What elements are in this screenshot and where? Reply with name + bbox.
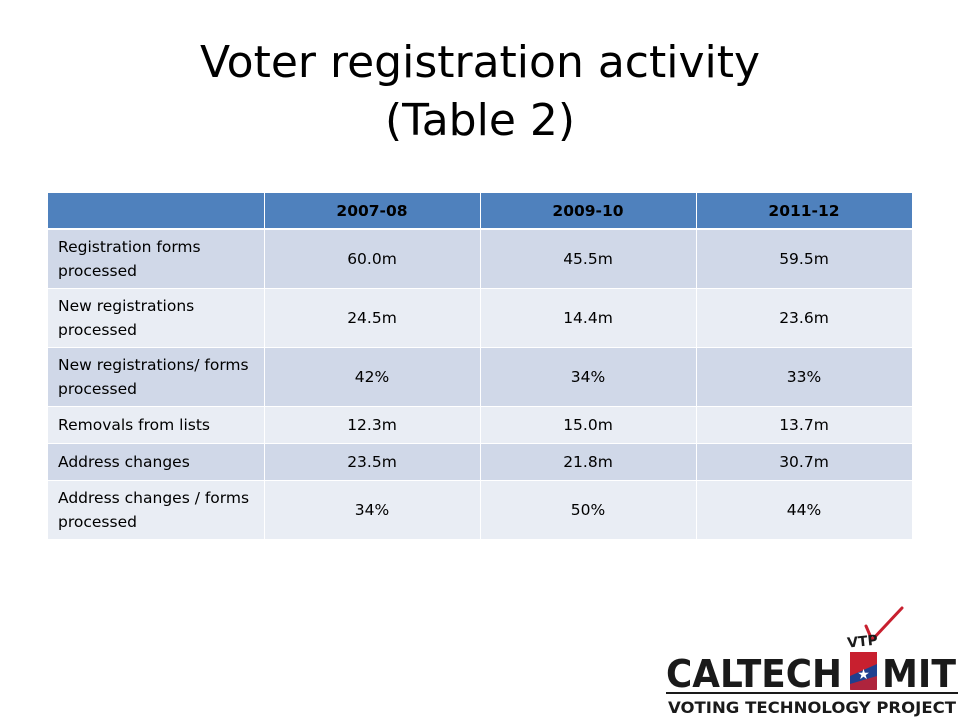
table-cell: 14.4m <box>480 288 697 348</box>
table-cell: 15.0m <box>480 406 697 444</box>
table-cell: 23.6m <box>696 288 913 348</box>
table-row: New registrations/ forms processed 42% 3… <box>48 347 913 407</box>
table-row: Address changes 23.5m 21.8m 30.7m <box>48 443 913 481</box>
table-cell: 21.8m <box>480 443 697 481</box>
slide-title-line-2: (Table 2) <box>384 95 576 146</box>
table-header-row: 2007-08 2009-10 2011-12 <box>48 193 913 230</box>
table-cell: 34% <box>264 480 481 540</box>
checkmark-icon <box>864 606 904 642</box>
row-label: Registration forms processed <box>48 229 265 289</box>
table-cell: 60.0m <box>264 229 481 289</box>
table-cell: 50% <box>480 480 697 540</box>
row-label: Address changes / forms processed <box>48 480 265 540</box>
table-cell: 23.5m <box>264 443 481 481</box>
slide-title: Voter registration activity (Table 2) <box>80 34 880 150</box>
svg-text:★: ★ <box>857 667 870 683</box>
table-cell: 59.5m <box>696 229 913 289</box>
logo-subtitle-text: VOTING TECHNOLOGY PROJECT <box>668 698 956 717</box>
table-cell: 42% <box>264 347 481 407</box>
table-cell: 45.5m <box>480 229 697 289</box>
table-row: Removals from lists 12.3m 15.0m 13.7m <box>48 406 913 444</box>
table-cell: 13.7m <box>696 406 913 444</box>
table-cell: 24.5m <box>264 288 481 348</box>
table-cell: 34% <box>480 347 697 407</box>
table-cell: 44% <box>696 480 913 540</box>
logo-badge-text: VTP <box>847 632 879 651</box>
header-cell-empty <box>48 193 265 230</box>
table-cell: 33% <box>696 347 913 407</box>
row-label: Removals from lists <box>48 406 265 444</box>
caltech-mit-vtp-logo: VTP CALTECH ★ MIT VOTING TECHNOLOGY PROJ… <box>666 606 960 720</box>
slide-title-line-1: Voter registration activity <box>199 37 761 88</box>
logo-mit-text: MIT <box>882 652 956 696</box>
row-label: New registrations processed <box>48 288 265 348</box>
registration-table: 2007-08 2009-10 2011-12 Registration for… <box>48 193 913 540</box>
row-label: New registrations/ forms processed <box>48 347 265 407</box>
flag-badge-icon: ★ <box>850 652 877 690</box>
header-cell-2009-10: 2009-10 <box>480 193 697 230</box>
logo-caltech-text: CALTECH <box>666 652 842 696</box>
table-cell: 30.7m <box>696 443 913 481</box>
table-cell: 12.3m <box>264 406 481 444</box>
table-row: Address changes / forms processed 34% 50… <box>48 480 913 540</box>
table-row: New registrations processed 24.5m 14.4m … <box>48 288 913 348</box>
table-row: Registration forms processed 60.0m 45.5m… <box>48 229 913 289</box>
header-cell-2007-08: 2007-08 <box>264 193 481 230</box>
row-label: Address changes <box>48 443 265 481</box>
header-cell-2011-12: 2011-12 <box>696 193 913 230</box>
